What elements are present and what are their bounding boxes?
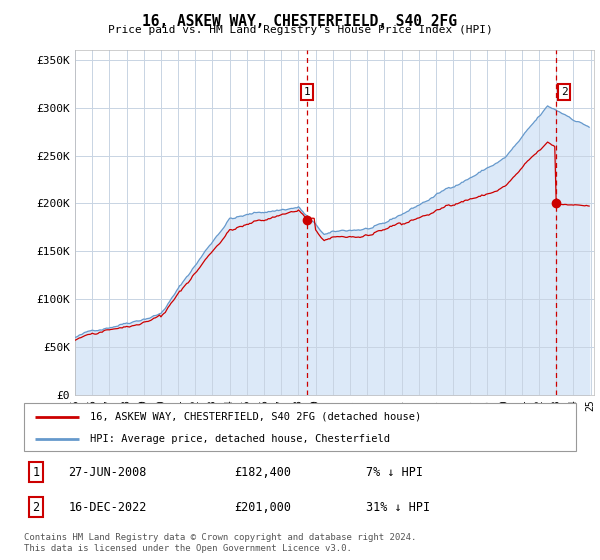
Text: 1: 1: [304, 87, 310, 97]
Text: 2: 2: [561, 87, 568, 97]
Text: 27-JUN-2008: 27-JUN-2008: [68, 466, 146, 479]
Text: Contains HM Land Registry data © Crown copyright and database right 2024.
This d: Contains HM Land Registry data © Crown c…: [24, 533, 416, 553]
Text: HPI: Average price, detached house, Chesterfield: HPI: Average price, detached house, Ches…: [90, 434, 390, 444]
Text: 16, ASKEW WAY, CHESTERFIELD, S40 2FG (detached house): 16, ASKEW WAY, CHESTERFIELD, S40 2FG (de…: [90, 412, 421, 422]
Text: 31% ↓ HPI: 31% ↓ HPI: [366, 501, 430, 514]
Text: Price paid vs. HM Land Registry's House Price Index (HPI): Price paid vs. HM Land Registry's House …: [107, 25, 493, 35]
Text: £182,400: £182,400: [234, 466, 291, 479]
Text: 2: 2: [32, 501, 40, 514]
Text: 16-DEC-2022: 16-DEC-2022: [68, 501, 146, 514]
Text: 16, ASKEW WAY, CHESTERFIELD, S40 2FG: 16, ASKEW WAY, CHESTERFIELD, S40 2FG: [143, 14, 458, 29]
Text: 1: 1: [32, 466, 40, 479]
Text: 7% ↓ HPI: 7% ↓ HPI: [366, 466, 423, 479]
Text: £201,000: £201,000: [234, 501, 291, 514]
